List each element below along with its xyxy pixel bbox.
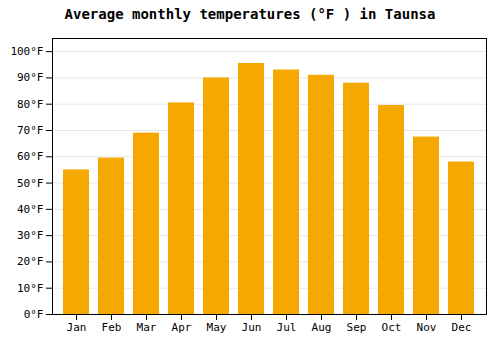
svg-text:Feb: Feb xyxy=(102,321,122,334)
svg-text:70°F: 70°F xyxy=(17,124,44,137)
svg-text:Jun: Jun xyxy=(242,321,262,334)
svg-text:Jul: Jul xyxy=(277,321,297,334)
svg-text:30°F: 30°F xyxy=(17,229,44,242)
svg-text:50°F: 50°F xyxy=(17,177,44,190)
html-text:Average monthly temperatures (: Average monthly temperatures (°F ) in Ta… xyxy=(64,6,436,22)
svg-text:Mar: Mar xyxy=(137,321,157,334)
svg-text:0°F: 0°F xyxy=(24,308,44,321)
svg-text:60°F: 60°F xyxy=(17,150,44,163)
svg-text:100°F: 100°F xyxy=(10,45,43,58)
svg-text:Oct: Oct xyxy=(382,321,402,334)
svg-text:Jan: Jan xyxy=(67,321,87,334)
svg-text:80°F: 80°F xyxy=(17,98,44,111)
svg-text:Sep: Sep xyxy=(347,321,367,334)
svg-text:Nov: Nov xyxy=(417,321,437,334)
svg-text:May: May xyxy=(207,321,227,334)
svg-text:10°F: 10°F xyxy=(17,282,44,295)
svg-text:Apr: Apr xyxy=(172,321,192,334)
svg-text:Aug: Aug xyxy=(312,321,332,334)
svg-text:20°F: 20°F xyxy=(17,255,44,268)
svg-text:Dec: Dec xyxy=(452,321,472,334)
svg-text:90°F: 90°F xyxy=(17,71,44,84)
svg-text:40°F: 40°F xyxy=(17,203,44,216)
